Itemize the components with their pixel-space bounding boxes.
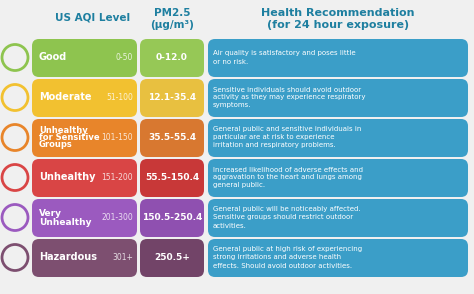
FancyBboxPatch shape — [140, 119, 204, 157]
Text: 55.5-150.4: 55.5-150.4 — [145, 173, 199, 182]
Text: Health Recommendation
(for 24 hour exposure): Health Recommendation (for 24 hour expos… — [261, 8, 415, 30]
Text: 301+: 301+ — [112, 253, 133, 262]
Text: Very: Very — [39, 209, 62, 218]
Text: 0-12.0: 0-12.0 — [156, 53, 188, 62]
FancyBboxPatch shape — [32, 39, 137, 77]
FancyBboxPatch shape — [208, 199, 468, 237]
Text: US AQI Level: US AQI Level — [55, 12, 130, 22]
FancyBboxPatch shape — [208, 159, 468, 197]
Text: 51-100: 51-100 — [106, 93, 133, 102]
Text: Unhealthy: Unhealthy — [39, 218, 91, 227]
Text: Increased likelihood of adverse effects and
aggravation to the heart and lungs a: Increased likelihood of adverse effects … — [213, 166, 363, 188]
FancyBboxPatch shape — [32, 119, 137, 157]
FancyBboxPatch shape — [140, 239, 204, 277]
Text: 201-300: 201-300 — [101, 213, 133, 222]
Text: Unhealthy: Unhealthy — [39, 126, 88, 135]
FancyBboxPatch shape — [140, 199, 204, 237]
Text: General public at high risk of experiencing
strong irritations and adverse healt: General public at high risk of experienc… — [213, 246, 362, 268]
FancyBboxPatch shape — [32, 159, 137, 197]
Text: for Sensitive: for Sensitive — [39, 133, 100, 142]
Text: 151-200: 151-200 — [101, 173, 133, 182]
Text: 101-150: 101-150 — [101, 133, 133, 142]
FancyBboxPatch shape — [208, 119, 468, 157]
Text: Air quality is satisfactory and poses little
or no risk.: Air quality is satisfactory and poses li… — [213, 51, 356, 64]
Text: General public and sensitive individuals in
particular are at risk to experience: General public and sensitive individuals… — [213, 126, 361, 148]
FancyBboxPatch shape — [140, 159, 204, 197]
Text: 150.5-250.4: 150.5-250.4 — [142, 213, 202, 222]
Text: Unhealthy: Unhealthy — [39, 173, 95, 183]
FancyBboxPatch shape — [140, 79, 204, 117]
Text: 250.5+: 250.5+ — [154, 253, 190, 262]
Text: PM2.5
(μg/m³): PM2.5 (μg/m³) — [150, 8, 194, 30]
FancyBboxPatch shape — [208, 39, 468, 77]
Text: General public will be noticeably affected.
Sensitive groups should restrict out: General public will be noticeably affect… — [213, 206, 361, 228]
Text: Groups: Groups — [39, 140, 73, 149]
Text: Moderate: Moderate — [39, 93, 91, 103]
FancyBboxPatch shape — [208, 239, 468, 277]
FancyBboxPatch shape — [32, 199, 137, 237]
FancyBboxPatch shape — [32, 239, 137, 277]
Text: Sensitive individuals should avoid outdoor
activity as they may experience respi: Sensitive individuals should avoid outdo… — [213, 86, 365, 108]
FancyBboxPatch shape — [32, 79, 137, 117]
Text: Hazardous: Hazardous — [39, 253, 97, 263]
Text: 0-50: 0-50 — [116, 53, 133, 62]
FancyBboxPatch shape — [140, 39, 204, 77]
FancyBboxPatch shape — [208, 79, 468, 117]
Text: Good: Good — [39, 53, 67, 63]
Text: 35.5-55.4: 35.5-55.4 — [148, 133, 196, 142]
Text: 12.1-35.4: 12.1-35.4 — [148, 93, 196, 102]
